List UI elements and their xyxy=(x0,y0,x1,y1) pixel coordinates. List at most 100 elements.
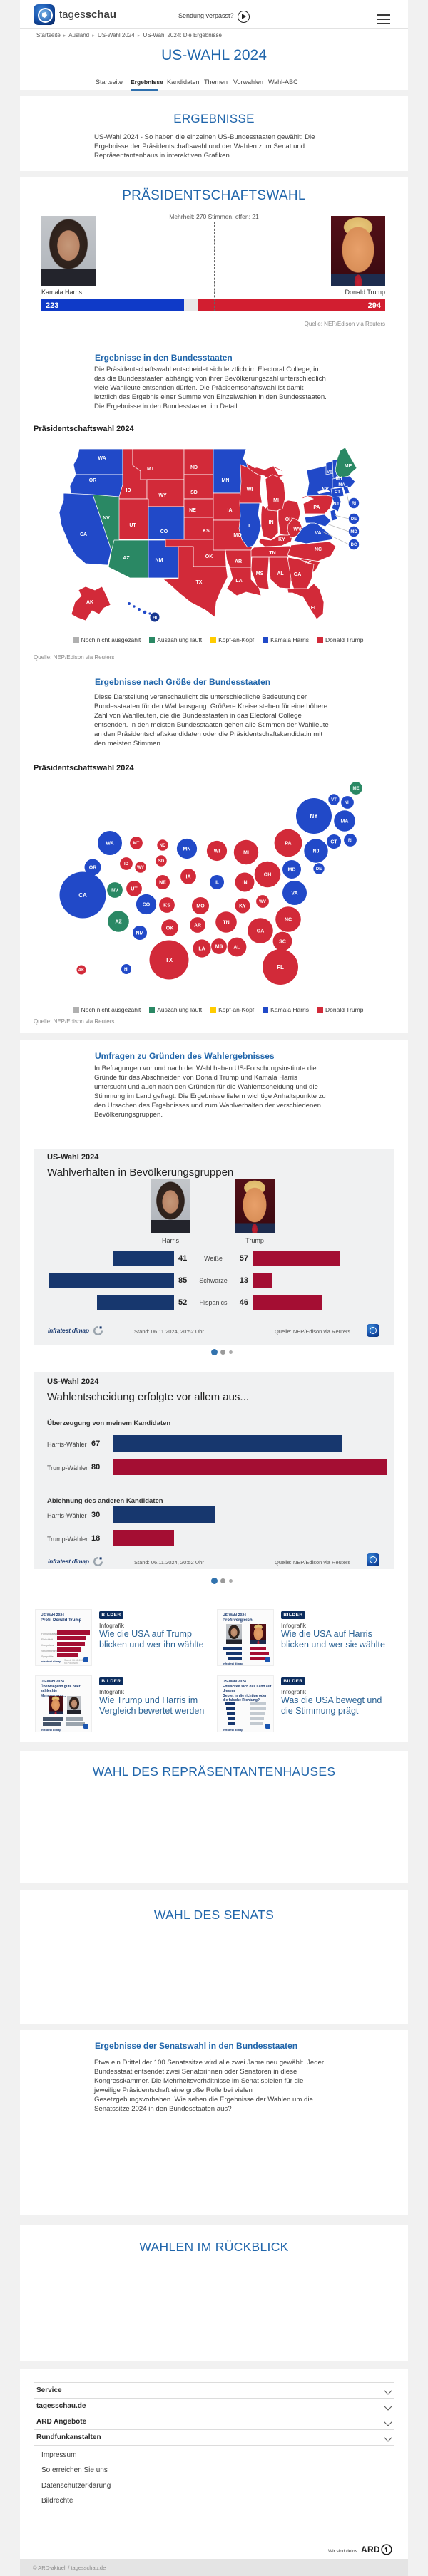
svg-text:VT: VT xyxy=(331,798,337,802)
svg-text:UT: UT xyxy=(129,523,136,528)
svg-text:WV: WV xyxy=(293,527,302,532)
svg-text:ID: ID xyxy=(124,862,129,867)
svg-text:DE: DE xyxy=(316,867,322,871)
svg-text:RI: RI xyxy=(348,839,352,843)
svg-text:ME: ME xyxy=(353,787,360,791)
svg-text:TN: TN xyxy=(223,921,229,926)
svg-text:VT: VT xyxy=(327,470,332,475)
svg-text:ND: ND xyxy=(190,465,198,470)
svg-text:OK: OK xyxy=(205,554,213,559)
svg-text:SD: SD xyxy=(158,859,165,864)
svg-text:WI: WI xyxy=(214,849,220,854)
svg-text:UT: UT xyxy=(131,887,138,892)
svg-text:KY: KY xyxy=(278,537,285,542)
svg-text:IN: IN xyxy=(269,520,274,525)
svg-text:NE: NE xyxy=(159,881,166,886)
svg-text:AK: AK xyxy=(78,968,85,973)
svg-text:AZ: AZ xyxy=(115,920,122,925)
svg-text:NM: NM xyxy=(136,931,144,936)
svg-text:NV: NV xyxy=(111,889,118,894)
svg-text:WY: WY xyxy=(137,866,144,870)
svg-text:HI: HI xyxy=(153,616,157,621)
svg-text:OK: OK xyxy=(166,926,174,931)
svg-text:DE: DE xyxy=(351,517,357,522)
svg-text:WA: WA xyxy=(98,456,106,461)
svg-text:WY: WY xyxy=(158,493,167,498)
svg-text:SC: SC xyxy=(305,561,312,566)
svg-text:KS: KS xyxy=(163,904,170,909)
svg-text:NC: NC xyxy=(285,918,292,923)
svg-text:AL: AL xyxy=(277,571,284,576)
svg-text:MN: MN xyxy=(183,847,191,852)
svg-text:IA: IA xyxy=(228,508,233,513)
svg-text:AL: AL xyxy=(233,946,240,951)
svg-text:DC: DC xyxy=(351,543,357,547)
svg-text:PA: PA xyxy=(313,505,320,510)
svg-text:NY: NY xyxy=(322,487,329,492)
svg-text:MA: MA xyxy=(338,483,345,487)
svg-text:NV: NV xyxy=(103,516,110,521)
svg-text:WA: WA xyxy=(106,842,113,847)
svg-text:FL: FL xyxy=(311,606,317,611)
svg-text:WI: WI xyxy=(247,487,253,492)
svg-text:OH: OH xyxy=(264,873,272,878)
svg-text:LA: LA xyxy=(235,579,242,584)
svg-text:NJ: NJ xyxy=(333,502,339,507)
svg-text:TN: TN xyxy=(269,551,275,556)
svg-text:NH: NH xyxy=(336,477,342,481)
svg-text:NM: NM xyxy=(156,558,163,563)
svg-text:IA: IA xyxy=(186,875,191,880)
svg-text:IL: IL xyxy=(215,881,220,886)
svg-text:MO: MO xyxy=(196,904,205,909)
svg-text:NY: NY xyxy=(310,813,318,819)
svg-text:RI: RI xyxy=(352,502,356,506)
svg-text:NE: NE xyxy=(189,508,196,513)
svg-text:MI: MI xyxy=(243,851,249,856)
svg-text:HI: HI xyxy=(124,968,128,972)
svg-text:ME: ME xyxy=(345,464,352,469)
svg-text:NC: NC xyxy=(315,547,322,552)
svg-text:MI: MI xyxy=(273,498,279,503)
svg-text:IL: IL xyxy=(248,524,253,529)
svg-text:MD: MD xyxy=(350,530,357,534)
svg-text:CO: CO xyxy=(143,903,151,908)
svg-text:MN: MN xyxy=(222,478,230,483)
svg-text:OH: OH xyxy=(285,517,293,522)
svg-text:AR: AR xyxy=(194,924,201,929)
svg-text:FL: FL xyxy=(277,964,284,971)
svg-text:SC: SC xyxy=(279,940,286,945)
svg-text:IN: IN xyxy=(243,881,248,886)
svg-text:LA: LA xyxy=(198,947,205,952)
svg-text:MD: MD xyxy=(288,868,296,873)
svg-text:CT: CT xyxy=(335,490,340,495)
svg-text:CO: CO xyxy=(160,529,168,534)
svg-text:MA: MA xyxy=(341,819,349,824)
svg-text:AZ: AZ xyxy=(123,556,130,561)
svg-text:OR: OR xyxy=(89,478,97,483)
svg-text:CT: CT xyxy=(330,840,337,845)
svg-text:AR: AR xyxy=(235,559,242,564)
svg-text:PA: PA xyxy=(285,842,291,847)
svg-text:ND: ND xyxy=(160,844,166,848)
svg-text:SD: SD xyxy=(190,490,198,495)
svg-text:OR: OR xyxy=(89,866,97,871)
svg-text:MT: MT xyxy=(133,842,140,846)
svg-text:NJ: NJ xyxy=(313,849,320,854)
svg-text:KS: KS xyxy=(203,529,210,534)
svg-text:MT: MT xyxy=(147,467,155,472)
svg-text:MS: MS xyxy=(256,571,264,576)
svg-text:TX: TX xyxy=(165,957,173,963)
svg-text:AK: AK xyxy=(86,600,93,605)
svg-text:ID: ID xyxy=(126,488,131,493)
svg-text:GA: GA xyxy=(294,572,302,577)
svg-text:TX: TX xyxy=(196,580,203,585)
svg-text:CA: CA xyxy=(78,892,87,899)
svg-text:MS: MS xyxy=(215,945,223,950)
svg-text:MO: MO xyxy=(233,533,242,538)
svg-text:VA: VA xyxy=(291,891,297,896)
svg-text:GA: GA xyxy=(257,929,265,934)
svg-text:VA: VA xyxy=(315,531,321,536)
svg-text:WV: WV xyxy=(259,900,266,904)
svg-text:KY: KY xyxy=(239,904,246,909)
svg-text:NH: NH xyxy=(345,801,351,805)
